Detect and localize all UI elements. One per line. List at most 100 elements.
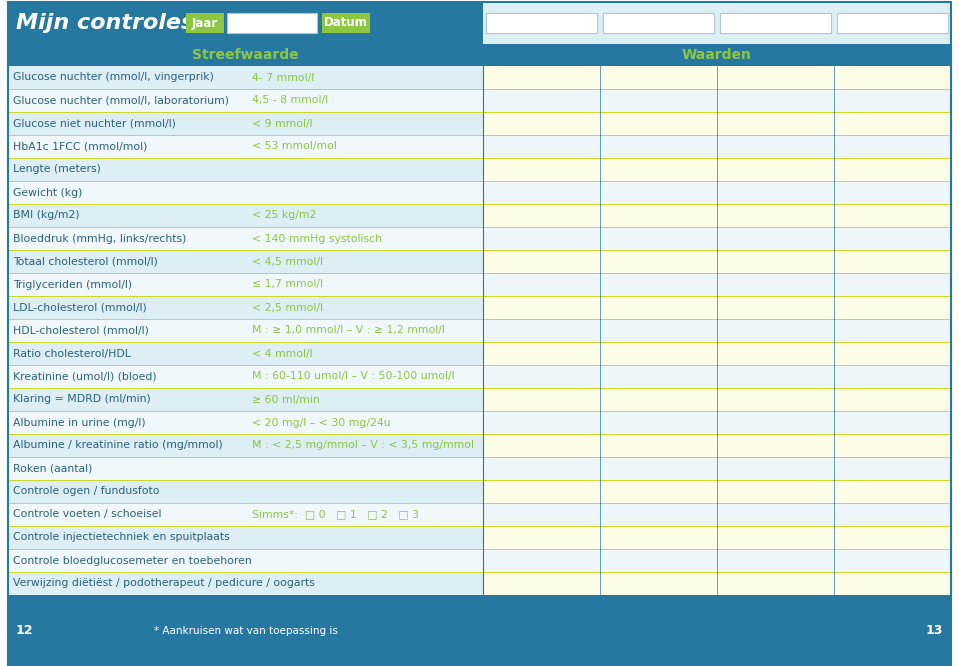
Bar [483,549,600,572]
Bar [486,13,597,33]
Bar [603,13,714,33]
Text: M : 60-110 umol/l – V : 50-100 umol/l: M : 60-110 umol/l – V : 50-100 umol/l [252,372,455,382]
Bar [600,135,717,158]
Bar [834,66,951,89]
Bar [834,135,951,158]
Bar [8,434,483,457]
Bar [834,296,951,319]
Bar [483,2,951,44]
Bar [8,66,483,89]
Text: Waarden: Waarden [682,48,752,62]
Bar [8,365,483,388]
Text: Triglyceriden (mmol/l): Triglyceriden (mmol/l) [13,280,132,290]
Bar [8,595,483,666]
Bar [483,158,600,181]
Bar [8,250,483,273]
Bar [8,2,483,44]
Text: 12: 12 [16,624,34,637]
Bar [483,227,600,250]
Bar [834,250,951,273]
Bar [8,526,483,549]
Bar [600,227,717,250]
Text: Albumine in urine (mg/l): Albumine in urine (mg/l) [13,418,146,428]
Text: Lengte (meters): Lengte (meters) [13,165,101,174]
Bar [600,526,717,549]
Bar [600,365,717,388]
Text: Glucose nuchter (mmol/l, laboratorium): Glucose nuchter (mmol/l, laboratorium) [13,95,229,105]
Bar [717,66,834,89]
Text: < 20 mg/l – < 30 mg/24u: < 20 mg/l – < 30 mg/24u [252,418,390,428]
Bar [837,13,948,33]
Text: Albumine / kreatinine ratio (mg/mmol): Albumine / kreatinine ratio (mg/mmol) [13,440,222,450]
Bar [8,112,483,135]
Bar [720,13,831,33]
Text: Simms*:  □ 0   □ 1   □ 2   □ 3: Simms*: □ 0 □ 1 □ 2 □ 3 [252,509,419,519]
Bar [8,549,483,572]
Text: Jaar: Jaar [192,17,218,29]
Text: 4- 7 mmol/l: 4- 7 mmol/l [252,73,315,83]
Bar [834,181,951,204]
Bar [600,503,717,526]
Bar [717,296,834,319]
Text: Ratio cholesterol/HDL: Ratio cholesterol/HDL [13,348,130,358]
Bar [600,549,717,572]
Bar [834,319,951,342]
Bar [600,181,717,204]
Bar [483,572,600,595]
Bar [600,204,717,227]
Bar [483,204,600,227]
Bar [717,365,834,388]
Bar [600,66,717,89]
Bar [483,112,600,135]
Text: Controle injectietechniek en spuitplaats: Controle injectietechniek en spuitplaats [13,533,230,543]
Bar [483,342,600,365]
Text: ≤ 1,7 mmol/l: ≤ 1,7 mmol/l [252,280,323,290]
Bar [8,273,483,296]
Text: < 4 mmol/l: < 4 mmol/l [252,348,313,358]
Text: Kreatinine (umol/l) (bloed): Kreatinine (umol/l) (bloed) [13,372,156,382]
Text: BMI (kg/m2): BMI (kg/m2) [13,210,80,220]
Text: * Aankruisen wat van toepassing is: * Aankruisen wat van toepassing is [153,625,338,635]
Text: Controle voeten / schoeisel: Controle voeten / schoeisel [13,509,161,519]
Bar [717,434,834,457]
Bar [834,365,951,388]
Bar [717,572,834,595]
Bar [837,13,948,33]
Bar [834,158,951,181]
Text: < 140 mmHg systolisch: < 140 mmHg systolisch [252,234,382,244]
Bar [717,112,834,135]
Bar [483,273,600,296]
Text: < 2,5 mmol/l: < 2,5 mmol/l [252,302,323,312]
Bar [483,296,600,319]
Bar [600,89,717,112]
Text: M : < 2,5 mg/mmol – V : < 3,5 mg/mmol: M : < 2,5 mg/mmol – V : < 3,5 mg/mmol [252,440,474,450]
Bar [483,457,600,480]
Bar [600,411,717,434]
Bar [717,204,834,227]
Bar [483,526,600,549]
Bar [717,227,834,250]
Bar [483,319,600,342]
Bar [8,227,483,250]
Bar [717,526,834,549]
Bar [483,480,600,503]
Text: Streefwaarde: Streefwaarde [192,48,299,62]
Text: HDL-cholesterol (mmol/l): HDL-cholesterol (mmol/l) [13,326,149,336]
Bar [603,13,714,33]
Bar [8,572,483,595]
Bar [483,44,951,66]
Bar [834,342,951,365]
Text: M : ≥ 1,0 mmol/l – V : ≥ 1,2 mmol/l: M : ≥ 1,0 mmol/l – V : ≥ 1,2 mmol/l [252,326,445,336]
Text: < 4,5 mmol/l: < 4,5 mmol/l [252,256,323,266]
Bar [8,503,483,526]
Bar [322,13,370,33]
Bar [834,227,951,250]
Bar [717,273,834,296]
Bar [600,112,717,135]
Text: 13: 13 [925,624,943,637]
Bar [186,13,224,33]
Bar [717,89,834,112]
Bar [834,434,951,457]
Bar [8,342,483,365]
Bar [600,388,717,411]
